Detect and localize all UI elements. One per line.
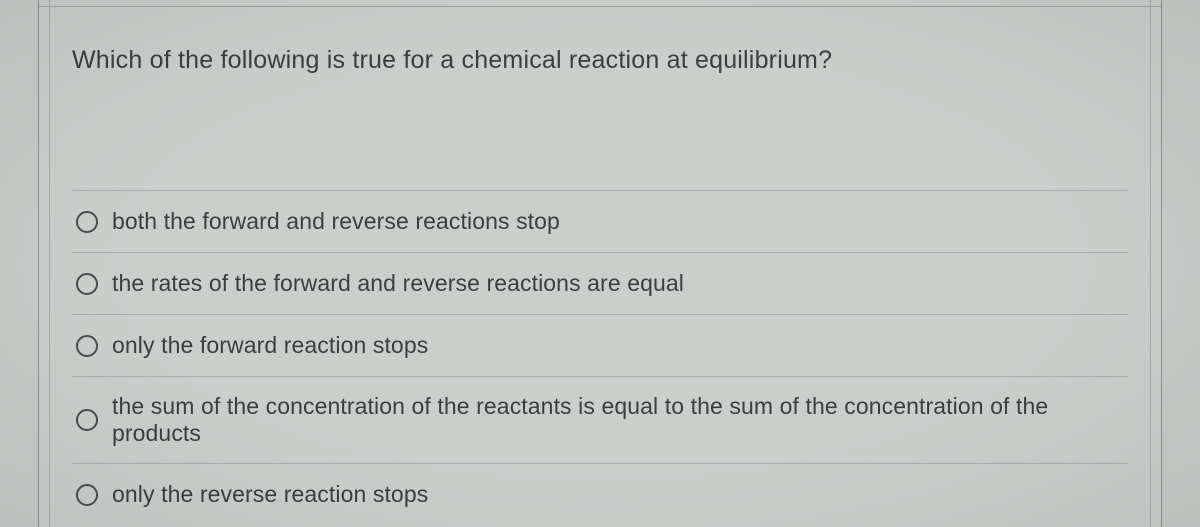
option-label: only the forward reaction stops bbox=[112, 332, 428, 359]
question-card: Which of the following is true for a che… bbox=[38, 0, 1162, 527]
option-row[interactable]: both the forward and reverse reactions s… bbox=[72, 190, 1128, 252]
inner-frame: Which of the following is true for a che… bbox=[49, 0, 1151, 527]
option-label: the sum of the concentration of the reac… bbox=[112, 393, 1128, 447]
radio-icon[interactable] bbox=[76, 484, 98, 506]
option-label: the rates of the forward and reverse rea… bbox=[112, 270, 684, 297]
option-row[interactable]: only the reverse reaction stops bbox=[72, 463, 1128, 525]
radio-icon[interactable] bbox=[76, 211, 98, 233]
options-list: both the forward and reverse reactions s… bbox=[72, 190, 1128, 525]
radio-icon[interactable] bbox=[76, 409, 98, 431]
option-row[interactable]: only the forward reaction stops bbox=[72, 314, 1128, 376]
question-prompt: Which of the following is true for a che… bbox=[72, 46, 1128, 75]
radio-icon[interactable] bbox=[76, 335, 98, 357]
option-row[interactable]: the rates of the forward and reverse rea… bbox=[72, 252, 1128, 314]
question-prompt-area: Which of the following is true for a che… bbox=[72, 46, 1128, 75]
option-row[interactable]: the sum of the concentration of the reac… bbox=[72, 376, 1128, 463]
radio-icon[interactable] bbox=[76, 273, 98, 295]
option-label: both the forward and reverse reactions s… bbox=[112, 208, 560, 235]
option-label: only the reverse reaction stops bbox=[112, 481, 428, 508]
